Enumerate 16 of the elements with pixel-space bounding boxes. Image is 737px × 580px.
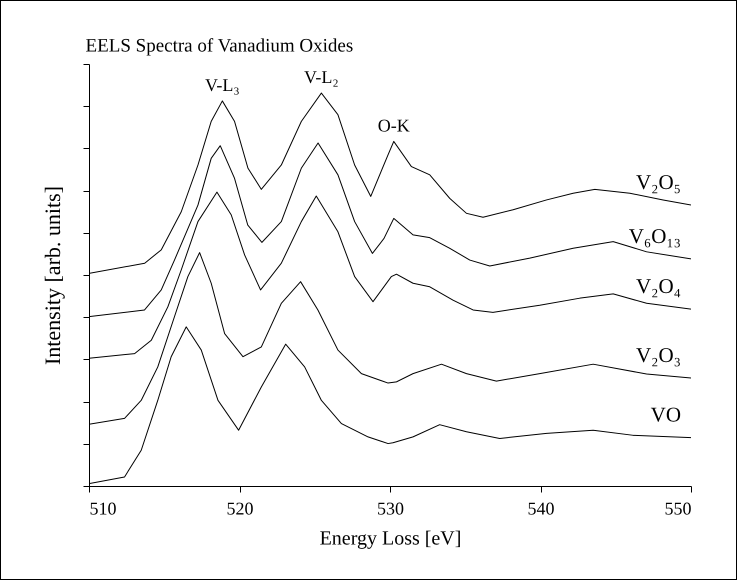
chart-title: EELS Spectra of Vanadium Oxides bbox=[86, 36, 354, 56]
x-tick-label: 530 bbox=[377, 498, 404, 518]
series-label: V₆O₁₃ bbox=[628, 224, 681, 248]
annotation: O-K bbox=[378, 115, 410, 136]
annotation: V-L₂ bbox=[304, 67, 339, 88]
x-tick-label: 540 bbox=[528, 498, 554, 518]
x-axis-title: Energy Loss [eV] bbox=[320, 528, 462, 550]
x-tick-label: 510 bbox=[90, 498, 116, 518]
series-label: V₂O₅ bbox=[636, 170, 681, 194]
x-tick-label: 550 bbox=[664, 498, 692, 518]
series-label: V₂O₄ bbox=[636, 274, 681, 298]
annotation: V-L₃ bbox=[205, 74, 240, 95]
x-tick-label: 520 bbox=[226, 498, 254, 518]
y-axis-title: Intensity [arb. units] bbox=[40, 186, 65, 366]
series-label: VO bbox=[650, 402, 681, 427]
series-label: V₂O₃ bbox=[636, 342, 681, 367]
